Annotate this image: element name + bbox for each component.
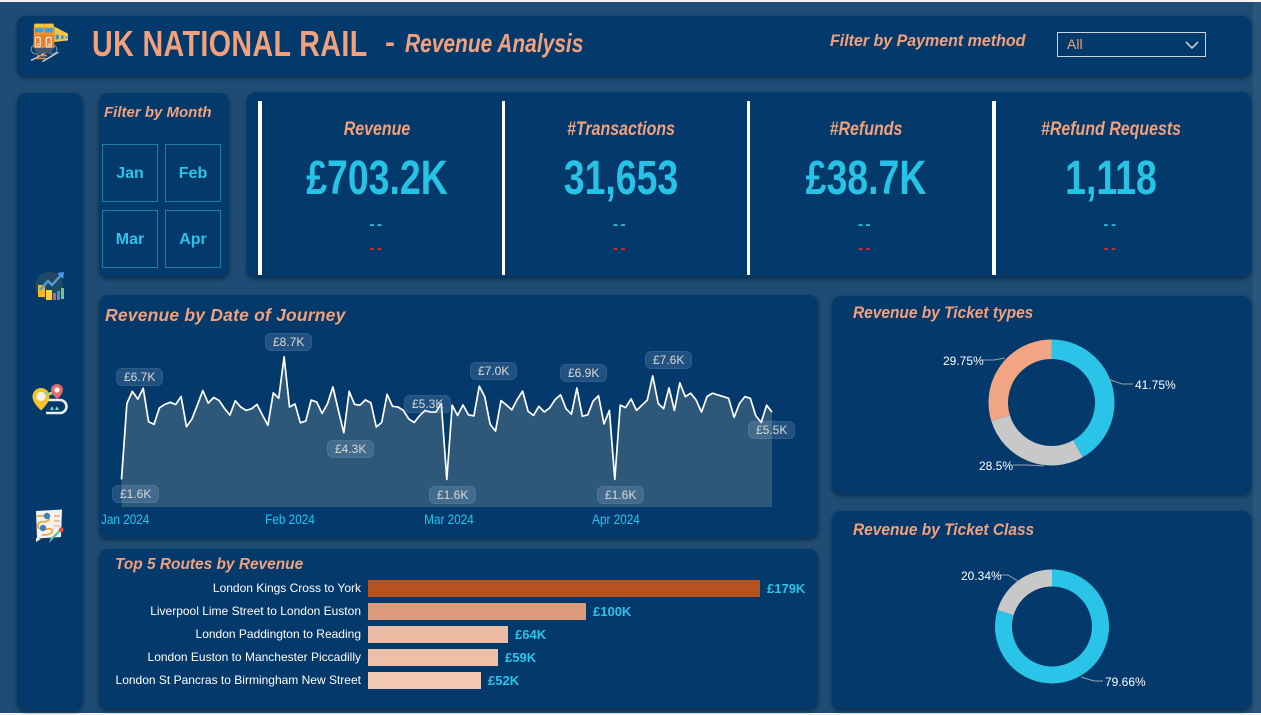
svg-text:29.75%: 29.75% [943, 354, 984, 368]
svg-text:28.5%: 28.5% [979, 459, 1013, 473]
svg-text:79.66%: 79.66% [1105, 675, 1146, 689]
svg-text:41.75%: 41.75% [1135, 378, 1176, 392]
svg-text:20.34%: 20.34% [961, 569, 1002, 583]
